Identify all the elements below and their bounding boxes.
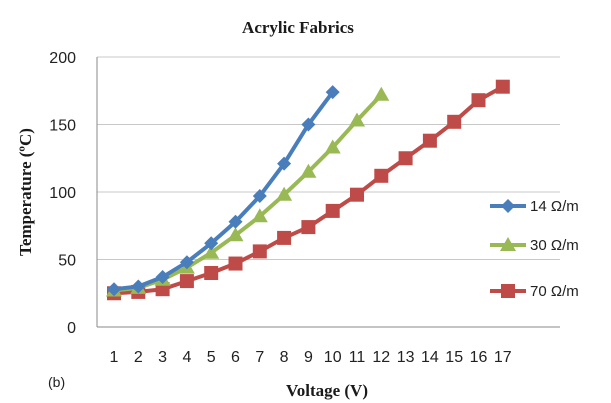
data-point xyxy=(227,227,244,242)
data-point xyxy=(325,203,340,218)
y-axis-label: Temperature (ºC) xyxy=(16,128,35,256)
data-point xyxy=(447,114,462,129)
legend-label: 70 Ω/m xyxy=(530,283,579,300)
legend-label: 30 Ω/m xyxy=(530,237,579,254)
y-tick-0: 0 xyxy=(67,320,76,337)
legend-item-3: 70 Ω/m xyxy=(490,283,579,300)
data-point xyxy=(131,279,146,294)
data-point xyxy=(155,270,170,285)
x-tick-14: 14 xyxy=(421,349,439,366)
y-tick-200: 200 xyxy=(49,50,76,67)
series-layer xyxy=(106,79,510,301)
data-point xyxy=(228,256,243,271)
data-point xyxy=(373,86,390,101)
series-line xyxy=(113,90,335,292)
data-point xyxy=(398,151,413,166)
legend-label: 14 Ω/m xyxy=(530,198,579,215)
data-point xyxy=(495,79,510,94)
series-2 xyxy=(106,86,390,297)
data-point xyxy=(203,244,220,259)
data-point xyxy=(277,156,292,171)
x-tick-16: 16 xyxy=(470,349,488,366)
panel-label: (b) xyxy=(48,374,65,390)
y-tick-150: 150 xyxy=(49,118,76,135)
x-tick-labels: 1 2 3 4 5 6 7 8 9 10 11 12 13 14 15 16 17 xyxy=(110,349,512,366)
data-point xyxy=(204,266,219,280)
data-point xyxy=(228,214,243,229)
x-axis-label: Voltage (V) xyxy=(286,381,368,400)
data-point xyxy=(204,236,219,251)
data-point xyxy=(179,255,194,270)
legend-marker xyxy=(501,284,515,298)
data-point xyxy=(300,163,317,178)
data-point xyxy=(324,139,341,154)
series-1 xyxy=(107,85,340,297)
data-point xyxy=(179,274,194,289)
x-tick-9: 9 xyxy=(304,349,313,366)
data-point xyxy=(251,208,268,223)
x-tick-17: 17 xyxy=(494,349,512,366)
data-point xyxy=(252,244,267,259)
data-point xyxy=(276,186,293,201)
legend-marker xyxy=(501,199,515,213)
x-tick-4: 4 xyxy=(182,349,191,366)
x-tick-6: 6 xyxy=(231,349,240,366)
x-tick-7: 7 xyxy=(255,349,264,366)
data-point xyxy=(277,230,292,245)
x-tick-3: 3 xyxy=(158,349,167,366)
x-tick-13: 13 xyxy=(397,349,415,366)
x-tick-8: 8 xyxy=(280,349,289,366)
chart-title: Acrylic Fabrics xyxy=(242,18,354,37)
data-point xyxy=(301,117,316,132)
series-3 xyxy=(107,79,510,301)
data-point xyxy=(107,282,121,297)
x-tick-11: 11 xyxy=(349,349,366,366)
x-tick-15: 15 xyxy=(445,349,463,366)
data-point xyxy=(349,112,365,127)
axes xyxy=(96,57,560,328)
gridlines xyxy=(97,56,560,260)
legend-item-2: 30 Ω/m xyxy=(490,237,579,254)
x-tick-1: 1 xyxy=(110,349,119,366)
data-point xyxy=(422,133,437,148)
data-point xyxy=(252,189,267,204)
y-tick-50: 50 xyxy=(58,253,76,270)
y-tick-labels: 0 50 100 150 200 xyxy=(49,50,76,337)
legend: 14 Ω/m 30 Ω/m 70 Ω/m xyxy=(490,198,579,300)
data-point xyxy=(325,85,340,100)
x-tick-5: 5 xyxy=(207,349,216,366)
x-tick-2: 2 xyxy=(134,349,143,366)
x-tick-12: 12 xyxy=(372,349,390,366)
legend-marker xyxy=(500,237,516,251)
x-tick-10: 10 xyxy=(324,349,342,366)
data-point xyxy=(374,168,389,183)
y-tick-100: 100 xyxy=(49,185,76,202)
legend-item-1: 14 Ω/m xyxy=(490,198,579,215)
data-point xyxy=(301,220,316,235)
data-point xyxy=(350,187,364,202)
data-point xyxy=(471,93,486,108)
